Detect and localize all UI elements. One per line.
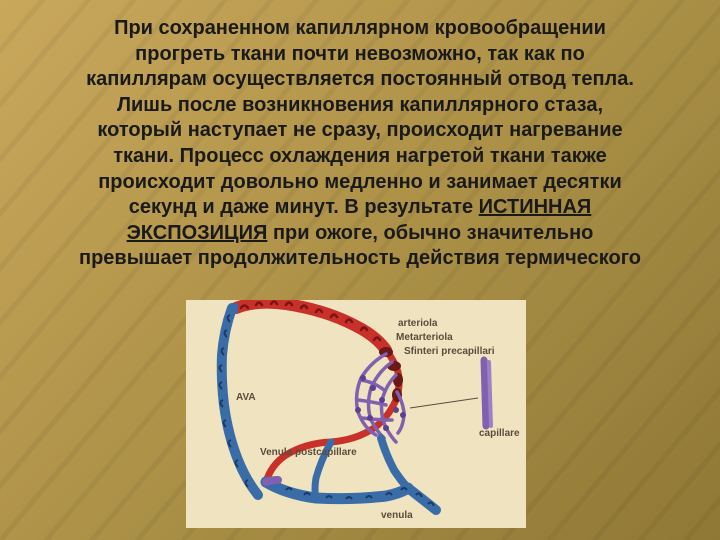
text-line-4: Лишь после возникновения капиллярного ст… [117, 94, 603, 116]
text-line-5: который наступает не сразу, происходит н… [97, 119, 622, 141]
label-venula-post: Venula postcapillare [260, 447, 357, 458]
capillary-svg [186, 300, 526, 528]
text-line-7: происходит довольно медленно и занимает … [98, 171, 622, 193]
label-metarteriola: Metarteriola [396, 332, 453, 343]
label-ava: AVA [236, 392, 256, 403]
label-venula: venula [381, 510, 413, 521]
text-line-2: прогреть ткани почти невозможно, так как… [135, 43, 585, 65]
text-line-10: превышает продолжительность действия тер… [79, 247, 641, 269]
label-sfinteri: Sfinteri precapillari [404, 346, 495, 357]
text-line-6: ткани. Процесс охлаждения нагретой ткани… [113, 145, 607, 167]
text-line-3: капиллярам осуществляется постоянный отв… [86, 68, 634, 90]
text-line-9b: при ожоге, обычно значительно [267, 222, 593, 244]
capillary-diagram: arteriola Metarteriola Sfinteri precapil… [186, 300, 526, 528]
main-text: При сохраненном капиллярном кровообращен… [0, 0, 720, 272]
text-line-8b-underlined: ИСТИННАЯ [479, 196, 592, 218]
text-line-1: При сохраненном капиллярном кровообращен… [114, 17, 606, 39]
text-line-9a-underlined: ЭКСПОЗИЦИЯ [127, 222, 268, 244]
text-line-8a: секунд и даже минут. В результате [129, 196, 479, 218]
label-arteriola: arteriola [398, 318, 437, 329]
label-capillare: capillare [479, 428, 520, 439]
